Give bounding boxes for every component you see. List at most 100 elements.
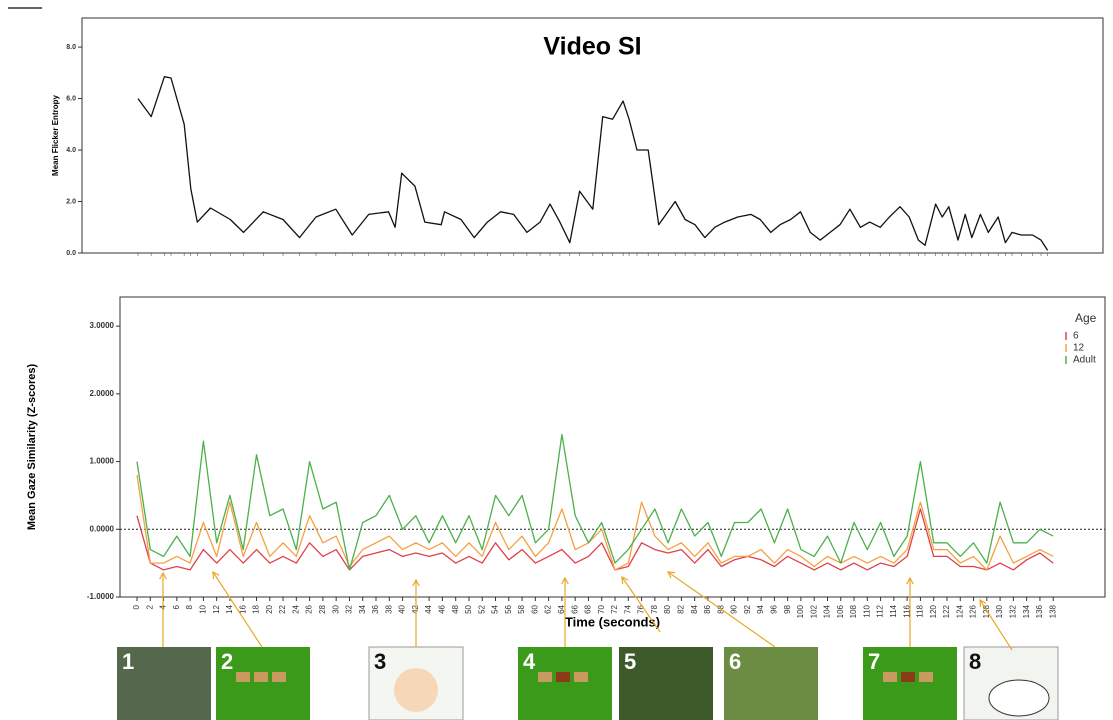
- x-tick-label: 92: [743, 604, 752, 613]
- legend-label: 12: [1073, 343, 1085, 354]
- frame-number: 4: [523, 649, 536, 674]
- y-tick-label: 0.0: [66, 250, 76, 257]
- x-tick-label: 10: [198, 604, 207, 613]
- cow-icon: [236, 672, 250, 682]
- x-tick-label: 124: [955, 604, 964, 618]
- x-tick-label: 98: [783, 604, 792, 613]
- x-tick-label: 126: [969, 604, 978, 618]
- video-frame: 7: [863, 647, 957, 720]
- x-tick-label: 28: [318, 604, 327, 613]
- x-tick-label: 36: [371, 604, 380, 613]
- cow-icon: [883, 672, 897, 682]
- chart-title: Video SI: [543, 33, 641, 61]
- x-tick-label: 68: [584, 604, 593, 613]
- x-tick-label: 40: [398, 604, 407, 613]
- x-tick-label: 52: [477, 604, 486, 613]
- sheep-icon: [989, 680, 1049, 716]
- x-tick-label: 46: [438, 604, 447, 613]
- cow-icon: [538, 672, 552, 682]
- x-tick-label: 30: [331, 604, 340, 613]
- y-tick-label: 6.0: [66, 95, 76, 102]
- x-tick-label: 102: [809, 604, 818, 618]
- x-tick-label: 66: [570, 604, 579, 613]
- cow-icon: [254, 672, 268, 682]
- x-tick-label: 48: [451, 604, 460, 613]
- x-tick-label: 104: [823, 604, 832, 618]
- x-tick-label: 120: [929, 604, 938, 618]
- video-frame: 6: [724, 647, 818, 720]
- x-tick-label: 60: [530, 604, 539, 613]
- frame-number: 8: [969, 649, 981, 674]
- x-tick-label: 96: [769, 604, 778, 613]
- cow-icon: [272, 672, 286, 682]
- x-tick-label: 100: [796, 604, 805, 618]
- video-frame: 8: [964, 647, 1058, 720]
- video-frame: 1: [117, 647, 211, 720]
- video-frame: 3: [369, 647, 463, 720]
- x-tick-label: 80: [663, 604, 672, 613]
- frame-number: 3: [374, 649, 386, 674]
- legend-label: 6: [1073, 331, 1079, 342]
- x-tick-label: 108: [849, 604, 858, 618]
- y-tick-label: 8.0: [66, 44, 76, 51]
- x-tick-label: 24: [291, 604, 300, 613]
- cow-icon: [556, 672, 570, 682]
- x-tick-label: 38: [384, 604, 393, 613]
- x-tick-label: 14: [225, 604, 234, 613]
- x-tick-label: 18: [252, 604, 261, 613]
- y-tick-label: 1.0000: [90, 457, 115, 466]
- x-tick-label: 6: [172, 604, 181, 609]
- frame-number: 1: [122, 649, 134, 674]
- x-tick-label: 106: [836, 604, 845, 618]
- x-tick-label: 44: [424, 604, 433, 613]
- video-frame: 2: [216, 647, 310, 720]
- x-axis-label: Time (seconds): [565, 614, 660, 629]
- x-tick-label: 118: [916, 604, 925, 617]
- y-tick-label: 2.0000: [90, 389, 115, 398]
- video-frame: 4: [518, 647, 612, 720]
- x-tick-label: 128: [982, 604, 991, 618]
- frame-number: 6: [729, 649, 741, 674]
- x-tick-label: 114: [889, 604, 898, 617]
- x-tick-label: 138: [1048, 604, 1057, 618]
- x-tick-label: 62: [544, 604, 553, 613]
- x-tick-label: 90: [730, 604, 739, 613]
- x-tick-label: 20: [265, 604, 274, 613]
- x-tick-label: 94: [756, 604, 765, 613]
- frame-number: 7: [868, 649, 880, 674]
- x-tick-label: 136: [1035, 604, 1044, 618]
- x-tick-label: 50: [464, 604, 473, 613]
- x-tick-label: 78: [650, 604, 659, 613]
- frame-number: 2: [221, 649, 233, 674]
- frame-number: 5: [624, 649, 636, 674]
- x-tick-label: 58: [517, 604, 526, 613]
- x-tick-label: 32: [345, 604, 354, 613]
- x-tick-label: 112: [876, 604, 885, 617]
- x-tick-label: 132: [1008, 604, 1017, 618]
- y-tick-label: -1.0000: [87, 592, 115, 601]
- x-tick-label: 56: [504, 604, 513, 613]
- x-tick-label: 84: [690, 604, 699, 613]
- screenshot: Video SI 0.0 2.0 4.0 6.0 8.0 Mean Flicker Entr…: [0, 0, 1113, 720]
- cow-icon: [574, 672, 588, 682]
- y-tick-label: 4.0: [66, 147, 76, 154]
- x-tick-label: 0: [132, 604, 141, 609]
- x-tick-label: 70: [597, 604, 606, 613]
- x-tick-label: 72: [610, 604, 619, 613]
- y-tick-label: 2.0: [66, 198, 76, 205]
- x-tick-label: 22: [278, 604, 287, 613]
- x-tick-label: 12: [212, 604, 221, 613]
- y-tick-label: 0.0000: [90, 524, 115, 533]
- x-tick-label: 134: [1022, 604, 1031, 618]
- baby-icon: [394, 668, 438, 712]
- x-tick-label: 130: [995, 604, 1004, 618]
- cow-icon: [901, 672, 915, 682]
- y-axis-label: Mean Gaze Similarity (Z-scores): [26, 364, 38, 531]
- x-tick-label: 74: [623, 604, 632, 613]
- legend-title: Age: [1075, 311, 1097, 325]
- series-line: [138, 77, 1048, 251]
- legend-label: Adult: [1073, 355, 1096, 366]
- x-tick-label: 110: [862, 604, 871, 617]
- y-axis-label: Mean Flicker Entropy: [51, 95, 60, 176]
- y-tick-label: 3.0000: [90, 321, 115, 330]
